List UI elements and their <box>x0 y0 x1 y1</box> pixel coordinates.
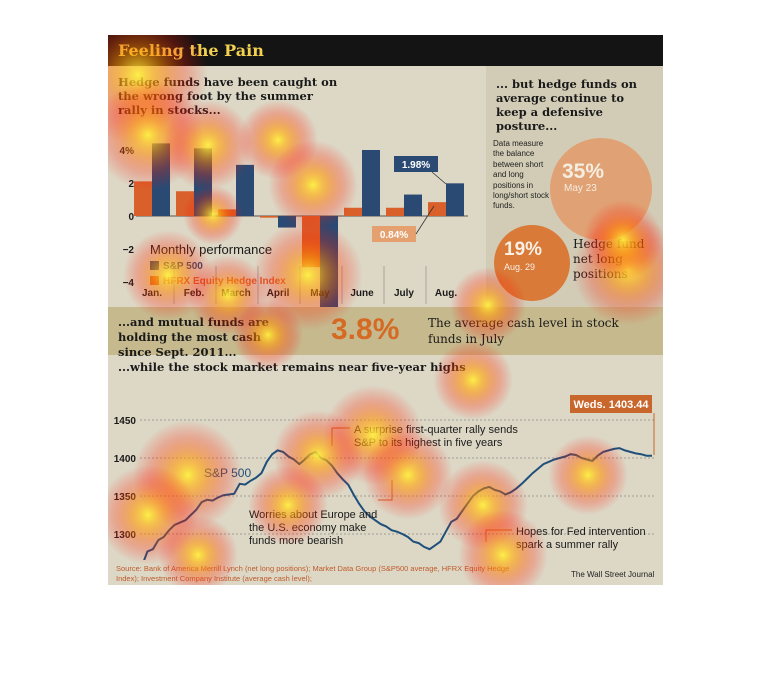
sp500-bar <box>404 194 422 216</box>
cash-band: ...and mutual funds are holding the most… <box>108 307 663 359</box>
latest-value-label: Weds. 1403.44 <box>573 399 649 411</box>
circle-may-value: 35% <box>562 160 605 183</box>
annotation-hfrx-box <box>372 226 416 242</box>
sources: Source: Bank of America Merrill Lynch (n… <box>116 564 510 583</box>
annotation-fed: Hopes for Fed intervention spark a summer… <box>516 526 646 551</box>
right-headline: ... but hedge funds on average continue … <box>496 77 638 133</box>
line-series-label: S&P 500 <box>204 466 251 480</box>
line-ytick-label: 1400 <box>114 454 137 465</box>
legend-hfrx-swatch <box>150 276 159 285</box>
annotation-hfrx-leader <box>415 205 435 235</box>
hfrx-bar <box>176 191 194 216</box>
circle-may-label: May 23 <box>564 183 597 194</box>
right-note: Data measure the balance between short a… <box>493 139 550 211</box>
bar-xtick-label: Aug. <box>435 288 457 299</box>
band-lead: ...and mutual funds are holding the most… <box>118 315 269 359</box>
bar-ytick-label: 2 <box>128 179 134 190</box>
bar-xtick-label: July <box>394 288 414 299</box>
bar-xtick-label: Feb. <box>184 288 205 299</box>
hfrx-bar <box>302 216 320 268</box>
header-bar: Feeling the Pain <box>108 35 663 66</box>
annotation-start: Funds start the year warily <box>160 559 289 560</box>
bar-xtick-label: Jan. <box>142 288 162 299</box>
circles-caption: Hedge fund net long positions <box>573 237 645 281</box>
legend-sp500-label: S&P 500 <box>163 261 203 272</box>
sp500-bar <box>152 143 170 216</box>
band-value: 3.8% <box>331 313 400 346</box>
bar-xtick-label: May <box>310 288 330 299</box>
circle-aug: 19% Aug. 29 <box>494 225 570 301</box>
hfrx-bar <box>344 207 362 216</box>
graphic-title: Feeling the Pain <box>118 41 264 60</box>
bar-ytick-label: −4 <box>123 278 135 289</box>
bar-xtick-label: March <box>221 288 250 299</box>
sp500-bar <box>236 164 254 216</box>
annotation-sp500-box <box>394 156 438 172</box>
sp500-bar <box>362 150 380 216</box>
annotation-worries: Worries about Europe and the U.S. economy… <box>249 509 377 547</box>
credit: The Wall Street Journal <box>571 570 655 579</box>
annotation-q1-rally: A surprise first-quarter rally sends S&P … <box>354 424 518 449</box>
legend-hfrx-label: HFRX Equity Hedge Index <box>163 276 286 287</box>
line-ytick-label: 1450 <box>114 416 137 427</box>
circle-aug-value: 19% <box>504 239 543 260</box>
hfrx-bar <box>386 207 404 216</box>
sp500-bar <box>446 183 464 216</box>
bar-ytick-label: 4% <box>120 146 135 157</box>
infographic: Feeling the Pain Hedge funds have been c… <box>108 35 663 585</box>
circle-aug-label: Aug. 29 <box>504 262 536 272</box>
hfrx-bar <box>218 209 236 216</box>
bar-chart-title: Monthly performance <box>150 242 272 257</box>
annotation-fed-leader <box>485 529 512 542</box>
latest-value-box <box>570 395 652 413</box>
sp500-bar <box>194 148 212 216</box>
bar-ytick-label: 0 <box>128 212 134 223</box>
annotation-sp500-value: 1.98% <box>402 160 430 171</box>
bar-xtick-label: April <box>267 288 290 299</box>
annotation-hfrx-value: 0.84% <box>380 230 408 241</box>
hfrx-bar <box>428 202 446 216</box>
annotation-sp500-leader <box>431 171 447 185</box>
band-caption: The average cash level in stock funds in… <box>428 316 619 346</box>
line-ytick-label: 1350 <box>114 492 137 503</box>
annotation-worries-leader <box>378 480 393 501</box>
bar-xtick-label: June <box>350 288 374 299</box>
hfrx-bar <box>134 181 152 216</box>
circle-may: 35% May 23 <box>550 138 652 240</box>
line-ytick-label: 1300 <box>114 530 137 541</box>
line-chart: 14501400135013001250Jan.Feb.MarchAprilMa… <box>114 395 656 560</box>
bar-chart: 4%20−2−4−6Jan.Feb.MarchAprilMayJuneJulyA… <box>120 143 468 307</box>
hfrx-bar <box>260 216 278 218</box>
sp500-bar <box>278 216 296 228</box>
bar-ytick-label: −2 <box>123 245 135 256</box>
legend-sp500-swatch <box>150 261 159 270</box>
